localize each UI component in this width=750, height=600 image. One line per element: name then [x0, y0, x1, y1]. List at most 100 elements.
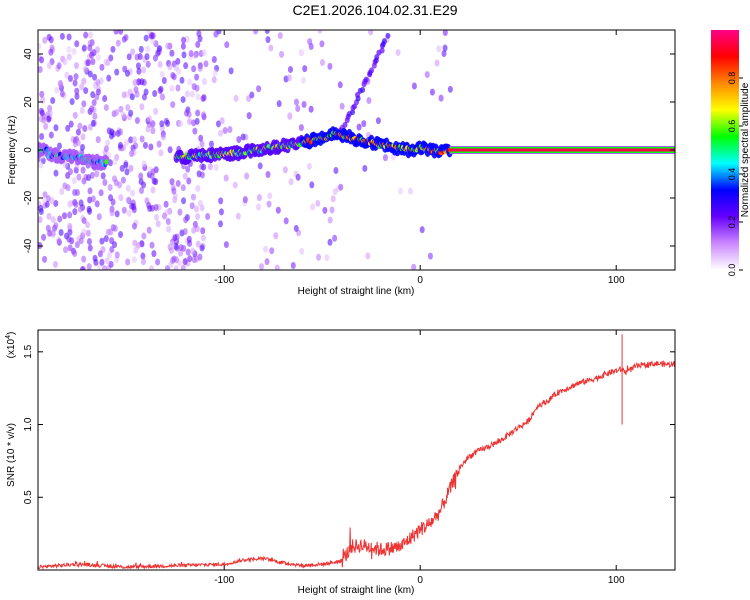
spectrogram-cell: [165, 119, 171, 127]
spectrogram-cell: [81, 100, 87, 108]
spectrogram-x-tick-label: 0: [417, 275, 423, 286]
spectrogram-cell: [187, 255, 193, 263]
spectrogram-cell: [290, 262, 296, 270]
spectrogram-cell: [86, 237, 92, 245]
spectrogram-cell: [211, 76, 217, 84]
spectrogram-cell: [43, 122, 49, 130]
spectrogram-cell: [180, 96, 186, 104]
spectrogram-cell: [215, 120, 221, 128]
spectrogram-cell: [187, 118, 193, 126]
spectrogram-cell: [128, 164, 134, 172]
spectrogram-cell: [109, 209, 115, 217]
spectrogram-cell: [48, 48, 54, 56]
colorbar-tick-label: 0.6: [727, 120, 737, 133]
spectrogram-cell: [131, 206, 137, 214]
spectrogram-cell: [182, 258, 188, 266]
spectrogram-cell: [41, 196, 47, 204]
spectrogram-cell: [293, 98, 299, 106]
spectrogram-cell: [263, 245, 269, 253]
spectrogram-cell: [86, 263, 92, 270]
spectrogram-cell: [264, 30, 270, 34]
spectrogram-cell: [90, 91, 96, 99]
spectrogram-cell: [163, 200, 169, 208]
spectrogram-cell: [69, 98, 75, 106]
spectrogram-cell: [103, 145, 109, 153]
spectrogram-cell: [129, 93, 135, 101]
spectrogram-cell: [120, 111, 126, 119]
spectrogram-cell: [161, 212, 167, 220]
snr-panel: -100 0 100 0.5 1.0 1.5 (x104) Height of stra…: [5, 329, 676, 596]
spectrogram-cell: [94, 46, 100, 54]
spectrogram-cell: [159, 92, 165, 100]
colorbar-ticks: 0.0 0.2 0.4 0.6 0.8: [727, 72, 743, 276]
spectrogram-cell: [436, 45, 442, 53]
spectrogram-cell: [58, 81, 64, 89]
spectrogram-cell: [87, 196, 93, 204]
spectrogram-cell: [158, 149, 164, 157]
spectrogram-cell: [143, 34, 149, 42]
spectrogram-cell: [155, 220, 161, 228]
spectrogram-cell: [192, 220, 198, 228]
spectrogram-cell: [42, 255, 48, 263]
spectrogram-cell: [258, 263, 264, 270]
spectrogram-cell: [186, 235, 192, 243]
spectrogram-cell: [299, 247, 305, 255]
figure-title: C2E1.2026.104.02.31.E29: [292, 2, 457, 18]
spectrogram-cell: [83, 87, 89, 95]
spectrogram-cell: [382, 154, 388, 162]
spectrogram-cell: [232, 181, 238, 189]
spectrogram-cell: [142, 141, 148, 149]
spectrogram-cell: [95, 53, 101, 61]
spectrogram-cell: [133, 246, 139, 254]
spectrogram-cell: [56, 62, 62, 70]
spectrogram-cell: [173, 256, 179, 264]
snr-x-tick-label: 100: [608, 575, 625, 586]
spectrogram-cell: [223, 241, 229, 249]
spectrogram-cell: [188, 50, 194, 58]
spectrogram-y-label: Frequency (Hz): [7, 116, 18, 185]
spectrogram-y-tick-label: -20: [23, 190, 34, 205]
spectrogram-cell: [81, 228, 87, 236]
spectrogram-x-ticks: -100 0 100: [214, 30, 625, 286]
spectrogram-cell: [112, 224, 118, 232]
spectrogram-cell: [80, 133, 86, 141]
spectrogram-cell: [42, 36, 48, 44]
spectrogram-cell: [191, 226, 197, 234]
spectrogram-cell: [170, 72, 176, 80]
colorbar-label: Normalized spectral amplitude: [740, 82, 750, 217]
spectrogram-cell: [128, 136, 134, 144]
spectrogram-cell: [192, 127, 198, 135]
spectrogram-cell: [213, 164, 219, 172]
spectrogram-cell: [78, 199, 84, 207]
spectrogram-cell: [185, 248, 191, 256]
spectrogram-cell: [368, 30, 374, 36]
spectrogram-cell: [74, 92, 80, 100]
spectrogram-cell: [136, 67, 142, 75]
snr-series-line: [38, 360, 675, 570]
spectrogram-cell: [141, 66, 147, 74]
spectrogram-cell: [41, 233, 47, 241]
spectrogram-cell: [366, 97, 372, 105]
spectrogram-cell: [85, 59, 91, 67]
spectrogram-cell: [429, 88, 435, 96]
spectrogram-cell: [175, 84, 181, 92]
spectrogram-cell: [113, 30, 119, 35]
spectrogram-cell: [287, 113, 293, 121]
spectrogram-cell: [180, 264, 186, 270]
spectrogram-cell: [407, 187, 413, 195]
spectrogram-cell: [62, 58, 68, 66]
snr-y-label: SNR (10 * v/v): [6, 423, 17, 487]
ridge-band-core: [449, 148, 675, 152]
spectrogram-cell: [276, 100, 282, 108]
spectrogram-cell: [74, 241, 80, 249]
spectrogram-cell: [256, 194, 262, 202]
spectrogram-cell: [179, 76, 185, 84]
spectrogram-cell: [140, 252, 146, 260]
spectrogram-cell: [57, 215, 63, 223]
snr-y-tick-label: 0.5: [23, 490, 34, 504]
spectrogram-cell: [124, 168, 130, 176]
spectrogram-cell: [146, 30, 152, 35]
spectrogram-cell: [144, 53, 150, 61]
spectrogram-cell: [138, 187, 144, 195]
spectrogram-cell: [208, 140, 214, 148]
